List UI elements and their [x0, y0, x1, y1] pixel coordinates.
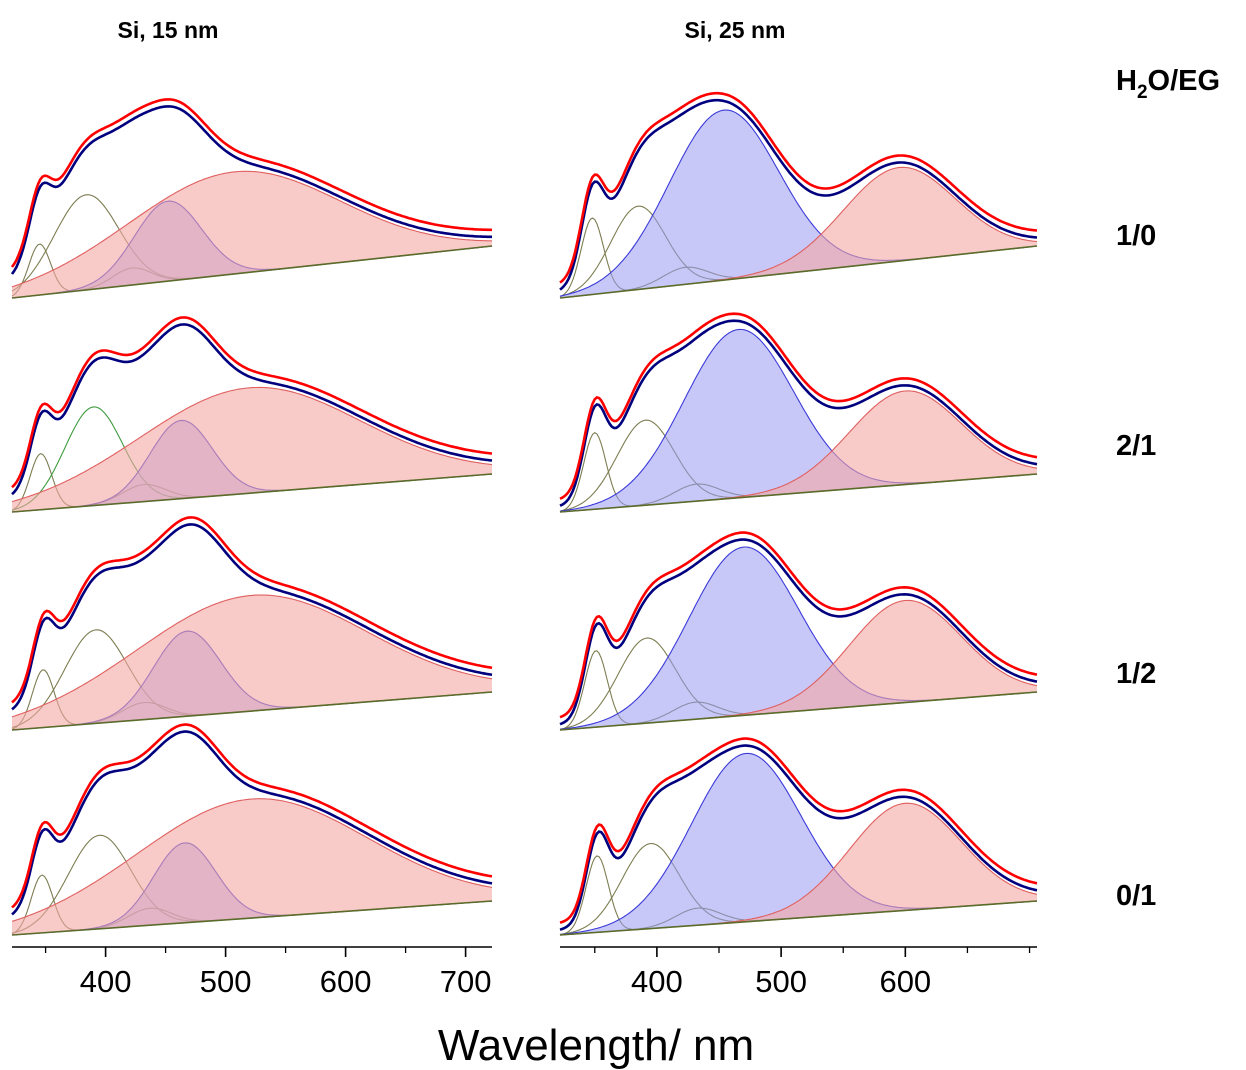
measured-curve	[11, 516, 493, 704]
fit-curve	[559, 538, 1038, 726]
fit-curve	[11, 323, 493, 496]
red-band-fill	[560, 390, 1037, 512]
measured-curve	[559, 312, 1038, 500]
baseline	[11, 473, 493, 513]
fit-curve	[559, 98, 1038, 291]
spectrum-1-2	[11, 516, 493, 731]
ratio-label-1-2: 1/2	[1116, 658, 1156, 690]
measured-curve	[11, 723, 493, 909]
x-tick-label-400: 400	[80, 964, 132, 999]
baseline	[559, 245, 1038, 299]
measured-curve	[559, 91, 1038, 284]
fit-curve	[559, 319, 1038, 507]
x-tick-label-500: 500	[200, 964, 252, 999]
red-band-curve-4	[11, 170, 492, 288]
spectrum-0-1	[11, 723, 493, 936]
ratio-label-0-1: 0/1	[1116, 880, 1156, 912]
baseline	[559, 473, 1038, 513]
plot-area: 400 500 600 700 400 500 600	[10, 91, 1038, 999]
measured-curve	[10, 98, 492, 268]
red-band-curve-4	[11, 594, 493, 718]
legend-header-main: H	[1116, 65, 1137, 97]
spectrum-1-2	[559, 531, 1038, 731]
spectrum-0-1	[559, 737, 1038, 936]
blue-band-fill	[560, 547, 1037, 730]
panel-title-right: Si, 25 nm	[685, 17, 786, 43]
spectrum-2-1	[559, 312, 1038, 513]
red-band-fill	[12, 595, 492, 730]
legend-header: H2O/EG	[1116, 65, 1220, 103]
x-axis-title: Wavelength/ nm	[438, 1021, 754, 1070]
x-tick-label-600: 600	[879, 964, 931, 999]
baseline	[11, 900, 493, 936]
baseline	[11, 245, 493, 299]
spectrum-1-0	[559, 91, 1038, 299]
blue-band-fill	[560, 329, 1037, 512]
red-band-fill	[12, 798, 492, 935]
legend-header-subscript: 2	[1137, 82, 1148, 103]
ratio-label-1-0: 1/0	[1116, 220, 1156, 252]
spectrum-2-1	[11, 316, 493, 513]
measured-curve	[559, 737, 1038, 924]
red-band-fill	[12, 387, 492, 512]
fit-curve	[11, 730, 493, 916]
spectrum-1-0	[10, 98, 493, 299]
red-band-fill	[12, 171, 492, 298]
red-band-curve-4	[11, 386, 493, 503]
red-band-curve-4	[11, 798, 493, 922]
red-band-fill	[560, 167, 1037, 298]
measured-curve	[11, 316, 493, 489]
blue-band-fill	[560, 110, 1037, 298]
baseline	[11, 691, 493, 731]
measured-curve	[559, 531, 1038, 719]
x-tick-label-500: 500	[755, 964, 807, 999]
legend-header-rest: O/EG	[1148, 65, 1221, 97]
baseline	[559, 691, 1038, 731]
ratio-label-2-1: 2/1	[1116, 430, 1156, 462]
panel-title-left: Si, 15 nm	[118, 17, 219, 43]
red-band-fill	[560, 600, 1037, 730]
panel-right: 400 500 600	[559, 91, 1038, 999]
panel-left: 400 500 600 700	[10, 98, 493, 999]
red-band-fill	[560, 803, 1037, 935]
baseline	[559, 900, 1038, 936]
blue-band-fill	[560, 753, 1037, 935]
fit-curve	[11, 523, 493, 711]
x-tick-label-400: 400	[631, 964, 683, 999]
fit-curve	[559, 744, 1038, 931]
fit-curve	[10, 105, 492, 275]
x-tick-label-700: 700	[440, 964, 492, 999]
x-tick-label-600: 600	[320, 964, 372, 999]
